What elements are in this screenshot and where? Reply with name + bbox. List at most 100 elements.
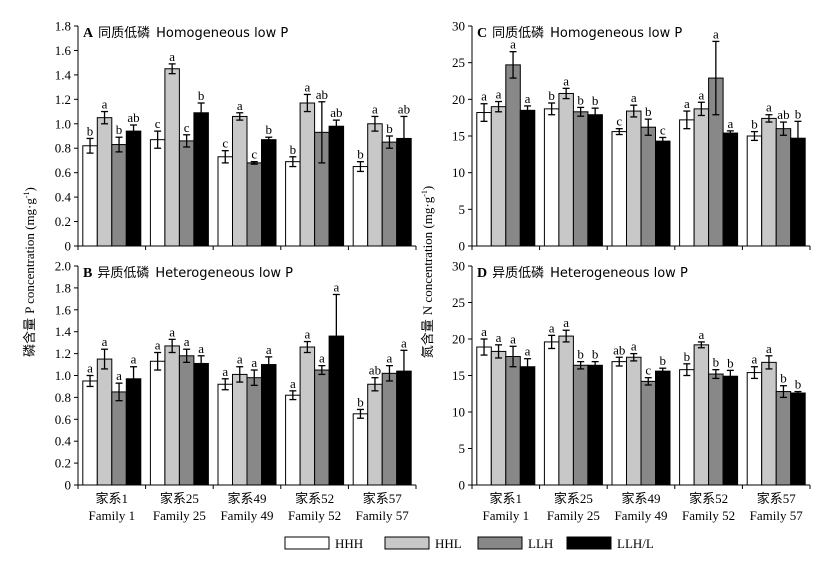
bar xyxy=(693,108,710,247)
panel-title: B 异质低磷 Heterogeneous low P xyxy=(83,266,293,281)
x-tick-label-zh: 家系49 xyxy=(227,491,266,506)
panel-b: 0 0.2 0.4 0.6 0.8 1.0 1.2 1.4 1.6 1.8 2.0 B 异质低磷 Hete… xyxy=(55,259,417,523)
significance-letter: b xyxy=(198,88,205,103)
left-axis-title: 磷含量 P concentration (mg·g-1) xyxy=(22,187,38,357)
y-tick-label: 10 xyxy=(452,405,465,420)
x-tick-label-en: Family 1 xyxy=(89,508,136,523)
y-tick-label: 15 xyxy=(452,368,465,383)
legend-item: LLH/L xyxy=(566,536,654,551)
bar xyxy=(775,128,792,247)
panel-title-zh: 同质低磷 xyxy=(492,26,544,41)
significance-letter: a xyxy=(549,320,555,335)
y-tick-label: 30 xyxy=(452,19,465,34)
significance-letter: c xyxy=(660,122,666,137)
significance-letter: c xyxy=(155,116,161,131)
bar xyxy=(261,139,277,247)
significance-letter: a xyxy=(387,351,393,366)
significance-letter: ab xyxy=(330,105,342,120)
bar xyxy=(314,369,330,486)
significance-letter: a xyxy=(631,339,637,354)
significance-letter: c xyxy=(645,363,651,378)
significance-letter: a xyxy=(198,341,204,356)
y-tick-label: 1.2 xyxy=(55,92,71,107)
significance-letter: a xyxy=(237,98,243,113)
bar xyxy=(519,109,536,247)
significance-letter: a xyxy=(155,338,161,353)
panel-title-zh: 同质低磷 xyxy=(98,26,150,41)
bar xyxy=(775,391,792,486)
significance-letter: a xyxy=(698,87,704,102)
legend-swatch xyxy=(477,536,523,550)
bar xyxy=(587,114,603,247)
bar xyxy=(640,380,656,486)
y-tick-label: 20 xyxy=(452,92,465,107)
panel-letter: D xyxy=(477,266,487,281)
y-tick-label: 5 xyxy=(459,441,466,456)
y-tick-label: 1.0 xyxy=(55,116,71,131)
bar xyxy=(299,102,316,247)
bar xyxy=(246,377,262,486)
significance-letter: a xyxy=(481,89,487,104)
right-axis-title-zh: 氮含量 xyxy=(420,319,436,358)
y-tick-label: 0 xyxy=(459,478,466,493)
significance-letter: b xyxy=(577,347,584,362)
y-tick-label: 0 xyxy=(65,478,72,493)
significance-letter: a xyxy=(713,26,719,41)
y-tick-label: 25 xyxy=(452,295,465,310)
left-axis-title-zh: 磷含量 xyxy=(22,318,38,357)
x-tick-label-zh: 家系57 xyxy=(757,491,797,506)
significance-letter: a xyxy=(333,279,339,294)
left-axis-unit-close: ) xyxy=(22,187,37,191)
bar xyxy=(505,64,521,247)
significance-letter: b xyxy=(780,371,787,386)
y-tick-label: 1.6 xyxy=(55,43,72,58)
x-tick-label-en: Family 49 xyxy=(220,508,273,523)
y-tick-label: 30 xyxy=(452,259,465,274)
y-tick-label: 0.6 xyxy=(55,412,72,427)
bar xyxy=(640,126,656,247)
y-tick-label: 1.4 xyxy=(55,324,72,339)
x-tick-label-zh: 家系49 xyxy=(621,491,660,506)
significance-letter: b xyxy=(592,347,599,362)
bar xyxy=(543,108,560,247)
y-tick-label: 0.8 xyxy=(55,390,71,405)
bar xyxy=(178,140,195,247)
right-axis-unit-close: ) xyxy=(420,186,435,190)
significance-letter: a xyxy=(401,335,407,350)
right-axis-title: 氮含量 N concentration (mg·g-1) xyxy=(420,186,436,358)
significance-letter: a xyxy=(184,334,190,349)
significance-letter: b xyxy=(592,93,599,108)
bar xyxy=(490,106,507,247)
significance-letter: a xyxy=(169,324,175,339)
significance-letter: a xyxy=(481,324,487,339)
x-tick-label-en: Family 1 xyxy=(483,508,530,523)
significance-letter: ab xyxy=(398,101,410,116)
panel-title-en: Heterogeneous low P xyxy=(155,266,293,281)
significance-letter: a xyxy=(510,331,516,346)
y-tick-label: 1.0 xyxy=(55,368,71,383)
significance-letter: a xyxy=(237,352,243,367)
bar xyxy=(558,335,574,486)
bar xyxy=(232,115,248,247)
significance-letter: ab xyxy=(127,110,139,125)
bar xyxy=(96,358,113,486)
x-tick-label-zh: 家系1 xyxy=(96,491,129,506)
bar xyxy=(246,162,262,247)
bar xyxy=(572,364,589,486)
bar xyxy=(164,68,180,247)
panel-letter: B xyxy=(83,266,92,281)
bar xyxy=(655,370,671,486)
legend-item: HHH xyxy=(284,536,363,551)
x-tick-label-en: Family 57 xyxy=(356,508,410,523)
significance-letter: a xyxy=(251,355,257,370)
panel-letter: C xyxy=(477,26,487,41)
right-axis-title-en: N concentration (mg·g xyxy=(420,196,435,315)
bar xyxy=(761,117,777,247)
bar xyxy=(193,362,209,486)
significance-letter: b xyxy=(684,349,691,364)
y-tick-label: 1.6 xyxy=(55,302,72,317)
x-tick-label-en: Family 25 xyxy=(153,508,206,523)
panel-a: 0 0.2 0.4 0.6 0.8 1.0 1.2 1.4 1.6 1.8 A 同质低磷 Homogen… xyxy=(55,19,417,254)
bar xyxy=(626,110,642,247)
significance-letter: b xyxy=(386,121,393,136)
